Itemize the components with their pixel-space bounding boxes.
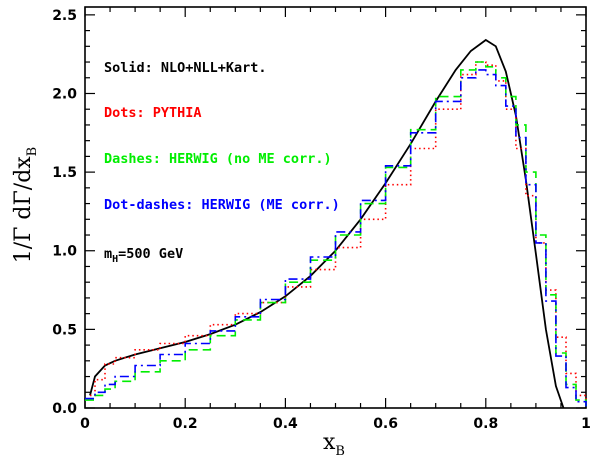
axis-ticks bbox=[84, 7, 587, 409]
legend-entry-4: Dot-dashes: HERWIG (ME corr.) bbox=[104, 197, 340, 213]
y-axis-title: 1/Γ dΓ/dxB bbox=[11, 147, 40, 263]
series-line-4 bbox=[85, 69, 587, 407]
x-axis-title-sub: B bbox=[335, 444, 345, 456]
y-tick-label: 2.5 bbox=[52, 8, 77, 24]
x-tick-label: 0 bbox=[80, 416, 90, 432]
y-tick-label: 0.0 bbox=[52, 401, 77, 417]
series-line-1 bbox=[89, 38, 565, 409]
y-axis-title-main: 1/Γ dΓ/dx bbox=[11, 156, 36, 264]
y-tick-label: 1.0 bbox=[52, 244, 77, 260]
x-tick-label: 0.2 bbox=[173, 416, 198, 432]
legend-entry-1: Solid: NLO+NLL+Kart. bbox=[104, 60, 267, 76]
y-axis-title-sub: B bbox=[25, 147, 40, 157]
x-tick-label: 1 bbox=[581, 416, 591, 432]
legend: Solid: NLO+NLL+Kart. Dots: PYTHIA Dashes: … bbox=[104, 60, 340, 265]
x-axis-title-main: x bbox=[323, 430, 336, 455]
legend-entry-5: mH=500 GeV bbox=[104, 246, 183, 265]
y-tick-label: 0.5 bbox=[52, 322, 77, 338]
mass-label-sub: H bbox=[112, 254, 118, 265]
y-tick-label: 1.5 bbox=[52, 165, 77, 181]
series-layer bbox=[85, 38, 587, 409]
y-tick-label: 2.0 bbox=[52, 86, 77, 102]
x-axis-title: xB bbox=[323, 430, 345, 456]
legend-entry-2: Dots: PYTHIA bbox=[104, 105, 202, 121]
mass-label-main: m bbox=[104, 246, 112, 262]
x-tick-label: 0.6 bbox=[373, 416, 398, 432]
x-tick-label: 0.8 bbox=[473, 416, 498, 432]
legend-entry-3: Dashes: HERWIG (no ME corr.) bbox=[104, 151, 332, 167]
tick-labels: 0 0.2 0.4 0.6 0.8 1 0.0 0.5 1.0 1.5 2.0 2.5 bbox=[52, 8, 591, 432]
mass-label-value: =500 GeV bbox=[118, 246, 183, 262]
x-tick-label: 0.4 bbox=[273, 416, 298, 432]
